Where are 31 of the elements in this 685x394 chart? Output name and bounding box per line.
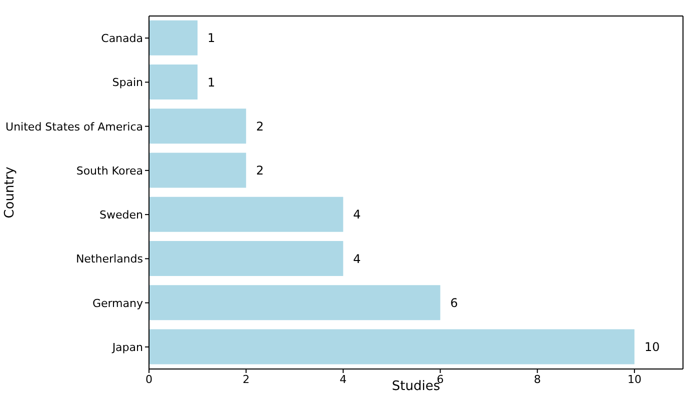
- y-tick-label: South Korea: [76, 164, 143, 178]
- y-tick-label: Spain: [112, 76, 144, 90]
- data-label: 1: [208, 75, 216, 90]
- x-tick-label: 0: [146, 372, 152, 386]
- x-tick-label: 2: [242, 372, 250, 386]
- x-tick-label: 8: [534, 372, 541, 386]
- y-tick-label: Sweden: [100, 208, 144, 222]
- y-tick-label: United States of America: [6, 120, 143, 134]
- bar: [149, 20, 198, 56]
- y-tick-label: Germany: [92, 296, 144, 310]
- data-label: 10: [644, 340, 660, 354]
- bar: [149, 152, 246, 188]
- y-tick-label: Canada: [101, 32, 143, 46]
- x-axis-title: Studies: [392, 379, 440, 394]
- bar: [149, 196, 344, 232]
- bar: [149, 64, 198, 100]
- y-tick-label: Japan: [111, 340, 144, 354]
- y-tick-label: Netherlands: [76, 252, 144, 266]
- data-label: 1: [208, 31, 216, 46]
- data-label: 2: [256, 119, 264, 134]
- bar: [149, 329, 634, 364]
- data-label: 4: [353, 208, 361, 222]
- y-axis-title: Country: [2, 166, 18, 218]
- bar: [149, 108, 246, 144]
- bar: [149, 285, 440, 320]
- x-tick-label: 10: [627, 372, 642, 386]
- data-label: 6: [450, 296, 458, 310]
- data-label: 4: [353, 252, 361, 266]
- data-label: 2: [256, 164, 264, 178]
- x-tick-label: 4: [340, 372, 347, 386]
- bar: [149, 241, 344, 276]
